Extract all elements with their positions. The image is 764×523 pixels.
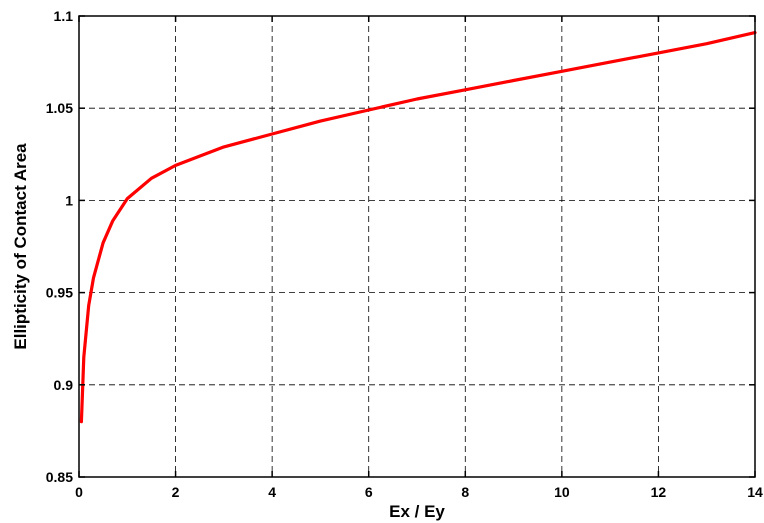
x-axis-label: Ex / Ey (389, 502, 445, 521)
y-tick-label: 1.1 (54, 8, 74, 24)
x-tick-label: 8 (461, 484, 469, 500)
x-tick-label: 12 (651, 484, 667, 500)
x-tick-label: 6 (365, 484, 373, 500)
y-tick-label: 1.05 (46, 100, 73, 116)
x-tick-label: 4 (268, 484, 276, 500)
tick-marks (78, 15, 756, 478)
x-tick-label: 10 (554, 484, 570, 500)
series-line (79, 30, 757, 424)
y-tick-label: 1 (65, 192, 73, 208)
y-axis-label: Ellipticity of Contact Area (11, 143, 30, 350)
x-tick-label: 0 (75, 484, 83, 500)
y-tick-label: 0.9 (54, 377, 74, 393)
y-tick-label: 0.95 (46, 285, 73, 301)
series-layer (79, 30, 757, 424)
x-tick-label: 14 (747, 484, 763, 500)
grid (79, 16, 755, 477)
y-tick-labels: 0.85 0.9 0.95 1 1.05 1.1 (46, 8, 73, 485)
plot-area-frame (78, 15, 756, 478)
x-tick-label: 2 (172, 484, 180, 500)
y-tick-label: 0.85 (46, 469, 73, 485)
x-tick-labels: 0 2 4 6 8 10 12 14 (75, 484, 763, 500)
